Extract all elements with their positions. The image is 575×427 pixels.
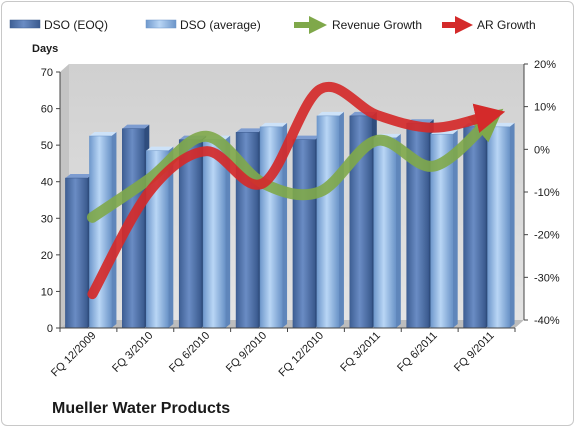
x-tick-label: FQ 3/2010 <box>110 330 155 375</box>
bar-dso-eoq <box>292 139 316 329</box>
y2-tick-label: 0% <box>534 144 550 156</box>
bar-side <box>111 132 117 328</box>
y2-tick-label: -40% <box>534 315 560 327</box>
company-name: Mueller Water Products <box>52 400 231 417</box>
y-tick-label: 30 <box>41 213 53 225</box>
bar-dso-average <box>202 139 226 329</box>
y2-tick-label: -20% <box>534 230 560 242</box>
legend-label-revenue-growth: Revenue Growth <box>332 18 422 32</box>
legend-swatch-dso-eoq <box>9 19 41 29</box>
x-tick-label: FQ 12/2010 <box>276 330 326 380</box>
y-tick-label: 0 <box>47 323 53 335</box>
bar-dso-eoq <box>65 177 88 329</box>
x-tick-label: FQ 6/2010 <box>167 330 212 375</box>
x-tick-label: FQ 9/2011 <box>452 330 497 375</box>
bar-dso-average <box>487 126 510 329</box>
bar-dso-average <box>373 137 397 329</box>
y2-tick-label: -10% <box>534 187 560 199</box>
legend-swatch-dso-average <box>145 19 177 29</box>
bar-side <box>395 133 401 328</box>
x-tick-label: FQ 3/2011 <box>338 330 383 375</box>
bar-side <box>509 122 515 328</box>
line-revenue-growth <box>86 108 504 223</box>
bar-side <box>282 122 288 328</box>
bar-top <box>260 122 288 127</box>
y-tick-label: 70 <box>41 67 53 79</box>
y-tick-label: 20 <box>41 250 53 262</box>
bar-dso-eoq <box>178 139 202 329</box>
bar-top <box>89 132 117 136</box>
bar-dso-average <box>316 115 340 329</box>
legend-label-ar-growth: AR Growth <box>477 18 536 32</box>
bar-side <box>452 130 458 328</box>
y-axis-right: -40% -30% -20% -10% 0% 10% 20% <box>523 59 560 327</box>
legend-label-dso-eoq: DSO (EOQ) <box>44 18 108 32</box>
x-tick-label: FQ 6/2011 <box>395 330 440 375</box>
y-tick-label: 10 <box>41 286 53 298</box>
x-axis: FQ 12/2009 FQ 3/2010 FQ 6/2010 FQ 9/2010 FQ … <box>49 327 516 380</box>
y2-tick-label: 20% <box>534 59 556 71</box>
bar-top <box>236 128 264 133</box>
y-axis-left: 0 10 20 30 40 50 60 70 <box>41 67 61 335</box>
y-tick-label: 50 <box>41 140 53 152</box>
y2-tick-label: 10% <box>534 102 556 114</box>
legend-label-dso-average: DSO (average) <box>180 18 261 32</box>
bar-side <box>225 135 231 328</box>
y2-tick-label: -30% <box>534 272 560 284</box>
y-tick-label: 60 <box>41 104 53 116</box>
legend: DSO (EOQ) DSO (average) Revenue Growth A… <box>9 16 536 34</box>
x-tick-label: FQ 12/2009 <box>49 330 99 380</box>
bar-side <box>338 111 344 328</box>
bar-side <box>168 146 174 328</box>
bar-top <box>122 124 150 129</box>
bar-top <box>292 135 320 140</box>
x-tick-label: FQ 9/2010 <box>224 330 269 375</box>
bar-dso-eoq <box>463 126 486 329</box>
bar-top <box>316 111 344 116</box>
y-axis-title: Days <box>32 43 58 55</box>
bar-dso-average <box>89 135 112 329</box>
bar-top <box>146 146 174 151</box>
bar-top <box>65 174 93 179</box>
lines-group <box>86 82 506 300</box>
y-tick-label: 40 <box>41 177 53 189</box>
